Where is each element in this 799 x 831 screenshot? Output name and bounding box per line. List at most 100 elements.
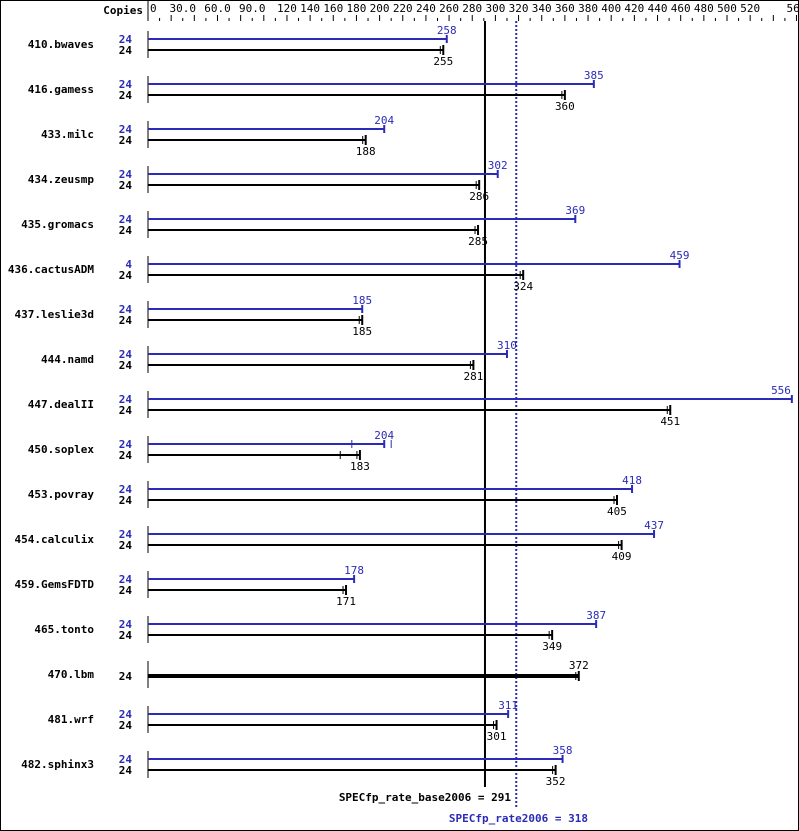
peak-copies: 24 (119, 528, 133, 541)
peak-value-label: 258 (437, 24, 457, 37)
base-copies: 24 (119, 629, 133, 642)
peak-value-label: 204 (374, 429, 394, 442)
base-copies: 24 (119, 134, 133, 147)
benchmark-name: 416.gamess (28, 83, 94, 96)
benchmark-name: 433.milc (41, 128, 94, 141)
peak-value-label: 178 (344, 564, 364, 577)
benchmark-name: 434.zeusmp (28, 173, 95, 186)
base-value-label: 171 (336, 595, 356, 608)
peak-value-label: 556 (771, 384, 791, 397)
benchmark-name: 444.namd (41, 353, 94, 366)
tick-label: 480 (694, 2, 714, 15)
base-copies: 24 (119, 44, 133, 57)
base-copies: 24 (119, 764, 133, 777)
peak-copies: 24 (119, 573, 133, 586)
base-copies: 24 (119, 359, 133, 372)
peak-copies: 24 (119, 123, 133, 136)
benchmark-name: 437.leslie3d (15, 308, 94, 321)
base-mean-label: SPECfp_rate_base2006 = 291 (339, 791, 512, 804)
tick-label: 380 (578, 2, 598, 15)
peak-value-label: 311 (498, 699, 518, 712)
tick-label: 400 (601, 2, 621, 15)
tick-label: 220 (393, 2, 413, 15)
tick-label: 60.0 (204, 2, 231, 15)
benchmark-name: 481.wrf (48, 713, 94, 726)
tick-label: 520 (740, 2, 760, 15)
base-value-label: 285 (468, 235, 488, 248)
peak-value-label: 185 (352, 294, 372, 307)
tick-label: 560 (787, 2, 798, 15)
base-copies: 24 (119, 670, 133, 683)
peak-value-label: 302 (488, 159, 508, 172)
base-value-label: 349 (542, 640, 562, 653)
tick-label: 280 (462, 2, 482, 15)
benchmark-name: 454.calculix (15, 533, 95, 546)
tick-label: 320 (509, 2, 529, 15)
base-value-label: 188 (356, 145, 376, 158)
peak-value-label: 459 (670, 249, 690, 262)
peak-value-label: 437 (644, 519, 664, 532)
tick-label: 140 (300, 2, 320, 15)
peak-copies: 24 (119, 393, 133, 406)
peak-value-label: 358 (553, 744, 573, 757)
tick-label: 260 (439, 2, 459, 15)
tick-label: 200 (370, 2, 390, 15)
peak-copies: 4 (125, 258, 132, 271)
peak-copies: 24 (119, 303, 133, 316)
benchmark-name: 410.bwaves (28, 38, 94, 51)
peak-mean-label: SPECfp_rate2006 = 318 (449, 812, 588, 825)
benchmark-name: 450.soplex (28, 443, 95, 456)
copies-header: Copies (103, 4, 143, 17)
benchmark-name: 447.dealII (28, 398, 94, 411)
benchmark-name: 436.cactusADM (8, 263, 94, 276)
peak-copies: 24 (119, 213, 133, 226)
base-value-label: 286 (469, 190, 489, 203)
base-value-label: 405 (607, 505, 627, 518)
tick-label: 160 (323, 2, 343, 15)
peak-copies: 24 (119, 438, 133, 451)
peak-copies: 24 (119, 753, 133, 766)
tick-label: 240 (416, 2, 436, 15)
base-value-label: 451 (660, 415, 680, 428)
tick-label: 30.0 (169, 2, 196, 15)
base-value-label: 372 (569, 659, 589, 672)
base-value-label: 324 (513, 280, 533, 293)
tick-label: 90.0 (239, 2, 266, 15)
tick-label: 180 (347, 2, 367, 15)
base-value-label: 301 (487, 730, 507, 743)
benchmark-name: 482.sphinx3 (21, 758, 94, 771)
base-copies: 24 (119, 539, 133, 552)
base-copies: 24 (119, 494, 133, 507)
tick-label: 300 (485, 2, 505, 15)
base-copies: 24 (119, 179, 133, 192)
peak-value-label: 385 (584, 69, 604, 82)
base-value-label: 352 (546, 775, 566, 788)
peak-value-label: 204 (374, 114, 394, 127)
tick-label: 340 (532, 2, 552, 15)
peak-copies: 24 (119, 618, 133, 631)
peak-copies: 24 (119, 348, 133, 361)
tick-label: 360 (555, 2, 575, 15)
base-copies: 24 (119, 89, 133, 102)
benchmark-name: 435.gromacs (21, 218, 94, 231)
peak-value-label: 369 (565, 204, 585, 217)
tick-label: 500 (717, 2, 737, 15)
base-copies: 24 (119, 269, 133, 282)
base-copies: 24 (119, 719, 133, 732)
base-copies: 24 (119, 314, 133, 327)
benchmark-name: 459.GemsFDTD (15, 578, 95, 591)
benchmark-name: 453.povray (28, 488, 95, 501)
benchmark-name: 465.tonto (34, 623, 94, 636)
peak-copies: 24 (119, 483, 133, 496)
tick-label: 440 (648, 2, 668, 15)
peak-value-label: 418 (622, 474, 642, 487)
peak-copies: 24 (119, 78, 133, 91)
base-value-label: 185 (352, 325, 372, 338)
tick-label: 460 (671, 2, 691, 15)
benchmark-name: 470.lbm (48, 668, 95, 681)
peak-copies: 24 (119, 33, 133, 46)
tick-label: 420 (624, 2, 644, 15)
tick-label: 120 (277, 2, 297, 15)
